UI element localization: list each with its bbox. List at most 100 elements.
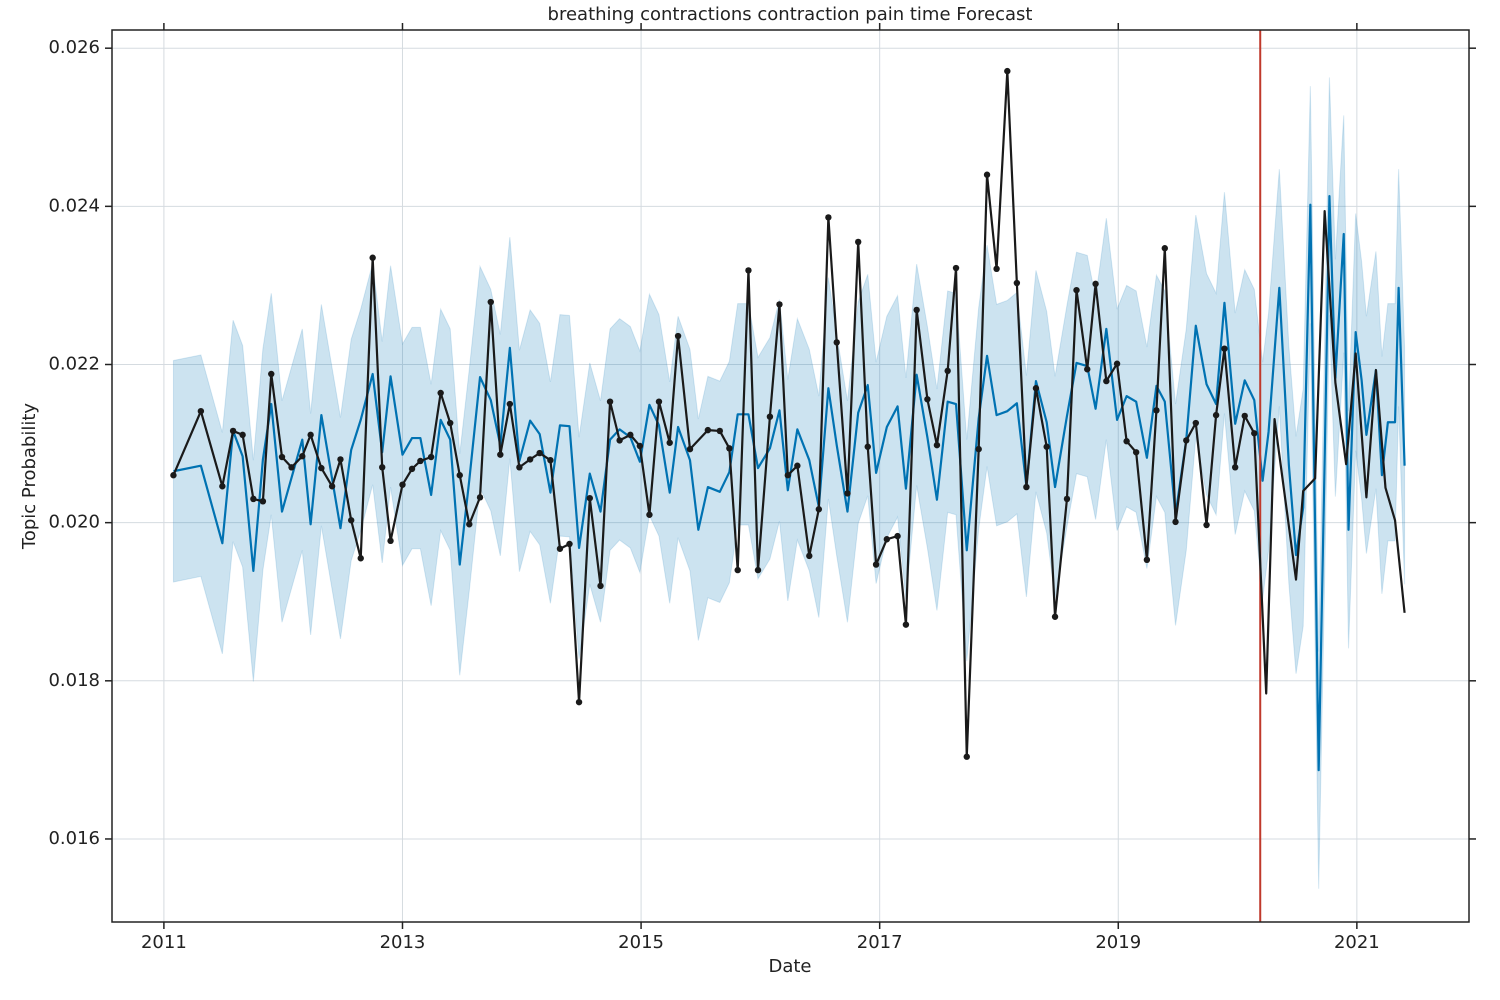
data-point: [894, 532, 901, 540]
data-point: [259, 498, 267, 505]
data-point: [924, 396, 931, 403]
forecast-line: [173, 194, 1406, 772]
y-tick-label: 0.020: [48, 512, 100, 533]
data-point: [288, 464, 295, 471]
data-point: [806, 552, 813, 560]
data-point: [506, 400, 514, 408]
actual-line: [172, 70, 1256, 758]
data-point: [944, 367, 951, 375]
y-axis-label: Topic Probability: [19, 403, 40, 550]
data-point: [299, 453, 306, 460]
data-point: [1132, 449, 1140, 456]
data-point: [646, 511, 653, 518]
data-point: [784, 472, 792, 479]
data-point: [704, 426, 712, 434]
actual-line: [1253, 209, 1406, 695]
data-point: [1143, 556, 1151, 564]
data-point: [933, 441, 941, 449]
data-point: [427, 453, 435, 461]
data-point: [1241, 412, 1248, 420]
data-point: [883, 536, 891, 543]
data-point: [913, 306, 920, 314]
data-point: [1032, 385, 1040, 392]
y-tick-label: 0.016: [48, 828, 100, 849]
data-point: [754, 566, 762, 574]
data-point: [369, 254, 376, 261]
data-point: [864, 443, 871, 450]
data-point: [1051, 613, 1059, 620]
x-axis-label: Date: [768, 956, 811, 977]
data-point: [399, 481, 406, 488]
data-point: [1161, 245, 1168, 252]
data-point: [975, 445, 982, 453]
data-point: [1123, 438, 1130, 445]
data-point: [606, 398, 614, 405]
data-point: [616, 437, 623, 444]
data-point: [794, 462, 801, 469]
data-point: [347, 517, 355, 524]
data-point: [825, 214, 832, 221]
data-point: [1212, 411, 1220, 419]
data-point: [902, 621, 910, 628]
data-point: [1192, 419, 1200, 427]
data-point: [993, 265, 1000, 273]
y-tick-label: 0.024: [48, 195, 100, 216]
data-point: [1183, 437, 1190, 444]
data-point: [337, 456, 344, 463]
chart-title: breathing contractions contraction pain …: [548, 4, 1033, 25]
data-point: [627, 431, 634, 439]
data-point: [197, 407, 205, 415]
data-point: [497, 451, 504, 458]
data-point: [566, 540, 573, 548]
data-point: [526, 456, 534, 463]
data-point: [516, 464, 523, 471]
data-point: [417, 457, 424, 465]
data-point: [1063, 495, 1071, 503]
y-tick-label: 0.022: [48, 354, 100, 375]
data-point: [745, 267, 752, 274]
data-point: [833, 339, 840, 346]
data-point: [1203, 521, 1210, 529]
data-point: [983, 171, 991, 178]
data-point: [387, 537, 394, 545]
data-point: [487, 298, 494, 306]
data-point: [408, 465, 416, 473]
data-point: [666, 439, 673, 446]
data-point: [952, 264, 960, 272]
data-point: [716, 427, 724, 435]
data-point: [1231, 464, 1239, 471]
data-point: [575, 698, 583, 706]
data-point: [1221, 345, 1228, 352]
data-point: [447, 419, 454, 427]
data-point: [1092, 280, 1099, 288]
data-point: [437, 389, 444, 397]
data-point: [734, 566, 741, 574]
data-point: [1004, 67, 1011, 75]
data-point: [766, 413, 774, 420]
data-point: [456, 472, 463, 479]
data-point: [815, 506, 823, 513]
data-point: [844, 490, 851, 497]
data-point: [963, 753, 970, 760]
data-point: [328, 483, 336, 490]
data-point: [556, 545, 564, 552]
x-tick-label: 2011: [141, 932, 187, 953]
data-point: [219, 483, 226, 490]
data-point: [1153, 407, 1160, 414]
data-point: [466, 521, 473, 528]
y-tick-label: 0.026: [48, 37, 100, 58]
data-point: [1084, 366, 1091, 373]
data-point: [307, 431, 314, 439]
data-point: [536, 449, 543, 457]
data-point: [776, 301, 783, 308]
data-point: [547, 456, 554, 464]
data-point: [1172, 518, 1179, 526]
data-point: [1103, 377, 1110, 385]
data-point: [597, 582, 604, 590]
data-point: [1043, 443, 1050, 450]
x-tick-label: 2017: [857, 932, 903, 953]
data-point: [239, 431, 246, 439]
data-point: [250, 495, 257, 503]
data-point: [674, 332, 682, 340]
data-point: [726, 445, 733, 452]
